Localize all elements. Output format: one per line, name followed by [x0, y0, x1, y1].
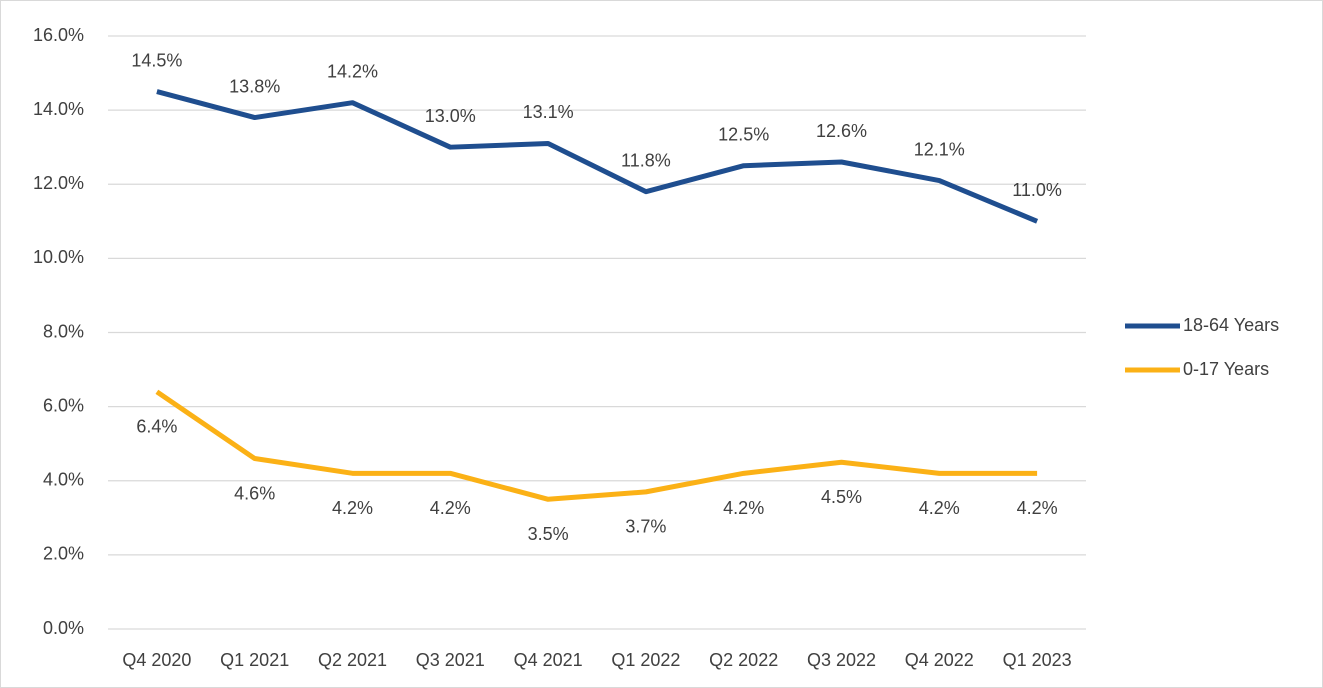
data-label: 14.5% [131, 50, 182, 70]
data-label: 4.5% [821, 487, 862, 507]
x-tick-label: Q3 2021 [416, 650, 485, 670]
data-label: 13.0% [425, 106, 476, 126]
data-label: 12.5% [718, 124, 769, 144]
data-label: 4.2% [1017, 498, 1058, 518]
data-label: 4.2% [332, 498, 373, 518]
data-label: 11.8% [621, 150, 671, 170]
data-label: 4.2% [919, 498, 960, 518]
y-tick-label: 8.0% [43, 321, 84, 341]
legend-label: 18-64 Years [1183, 315, 1279, 335]
x-tick-label: Q1 2023 [1003, 650, 1072, 670]
x-tick-label: Q3 2022 [807, 650, 876, 670]
data-label: 4.2% [430, 498, 471, 518]
y-tick-label: 4.0% [43, 470, 84, 490]
x-tick-label: Q2 2021 [318, 650, 387, 670]
y-tick-label: 16.0% [33, 25, 84, 45]
data-label: 3.7% [625, 517, 666, 537]
data-label: 12.6% [816, 121, 867, 141]
y-tick-label: 0.0% [43, 618, 84, 638]
x-tick-label: Q4 2020 [122, 650, 191, 670]
data-label: 12.1% [914, 139, 965, 159]
data-label: 4.6% [234, 483, 275, 503]
y-tick-label: 12.0% [33, 173, 84, 193]
data-label: 6.4% [136, 417, 177, 437]
series-line [155, 389, 1038, 502]
x-tick-label: Q1 2021 [220, 650, 289, 670]
series-line [156, 89, 1039, 224]
data-label: 4.2% [723, 498, 764, 518]
x-tick-label: Q2 2022 [709, 650, 778, 670]
y-tick-label: 6.0% [43, 395, 84, 415]
y-tick-label: 2.0% [43, 544, 84, 564]
data-label: 13.8% [229, 76, 280, 96]
x-tick-label: Q4 2022 [905, 650, 974, 670]
y-tick-label: 14.0% [33, 99, 84, 119]
data-label: 14.2% [327, 61, 378, 81]
x-tick-label: Q1 2022 [611, 650, 680, 670]
data-label: 3.5% [528, 524, 569, 544]
y-tick-label: 10.0% [33, 247, 84, 267]
x-tick-label: Q4 2021 [514, 650, 583, 670]
legend-label: 0-17 Years [1183, 359, 1269, 379]
data-label: 11.0% [1012, 180, 1062, 200]
data-label: 13.1% [523, 102, 574, 122]
